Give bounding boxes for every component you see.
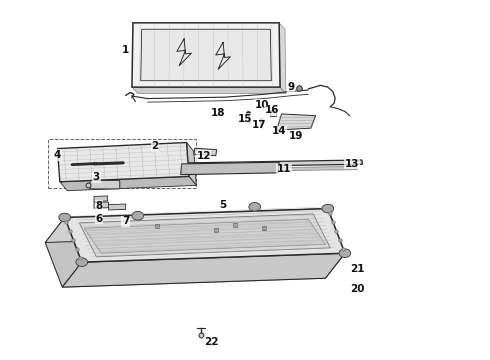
Circle shape (339, 249, 351, 257)
Polygon shape (45, 208, 328, 243)
Polygon shape (279, 23, 286, 94)
Polygon shape (132, 23, 280, 87)
Text: 21: 21 (350, 264, 364, 274)
Text: 13: 13 (345, 159, 360, 169)
Text: 19: 19 (289, 131, 303, 141)
Text: 17: 17 (252, 120, 267, 130)
Text: 9: 9 (288, 82, 295, 92)
Text: 11: 11 (277, 164, 291, 174)
Polygon shape (60, 176, 196, 191)
Text: 5: 5 (220, 200, 227, 210)
Polygon shape (145, 160, 363, 167)
Text: 14: 14 (272, 126, 287, 136)
Polygon shape (141, 29, 271, 81)
Circle shape (322, 204, 334, 213)
Polygon shape (187, 143, 196, 185)
Polygon shape (45, 234, 325, 287)
Text: 4: 4 (54, 150, 61, 160)
Polygon shape (181, 162, 279, 175)
Polygon shape (94, 196, 108, 202)
Text: 1: 1 (122, 45, 129, 55)
Text: 20: 20 (350, 284, 364, 294)
Text: 18: 18 (211, 108, 225, 118)
Text: 8: 8 (95, 201, 102, 211)
Polygon shape (308, 208, 345, 278)
Text: 15: 15 (238, 113, 252, 123)
Polygon shape (57, 143, 189, 182)
Text: 2: 2 (151, 141, 158, 151)
Polygon shape (84, 219, 325, 253)
Polygon shape (62, 253, 345, 287)
Polygon shape (45, 217, 82, 287)
Text: 3: 3 (93, 172, 100, 182)
Bar (270, 110, 276, 116)
Polygon shape (79, 214, 330, 257)
Text: 10: 10 (255, 100, 270, 110)
Polygon shape (194, 148, 217, 156)
Text: 16: 16 (265, 105, 279, 115)
Polygon shape (132, 87, 286, 94)
Circle shape (249, 203, 261, 211)
Circle shape (59, 213, 71, 222)
Polygon shape (109, 204, 125, 210)
Polygon shape (277, 114, 316, 130)
Polygon shape (65, 208, 345, 262)
Text: 12: 12 (196, 151, 211, 161)
Circle shape (132, 211, 144, 220)
Circle shape (76, 258, 88, 266)
Text: 22: 22 (204, 337, 218, 347)
Polygon shape (94, 202, 109, 208)
FancyBboxPatch shape (90, 180, 120, 189)
Polygon shape (157, 166, 357, 172)
Text: 7: 7 (122, 216, 129, 226)
Text: 6: 6 (95, 213, 102, 224)
